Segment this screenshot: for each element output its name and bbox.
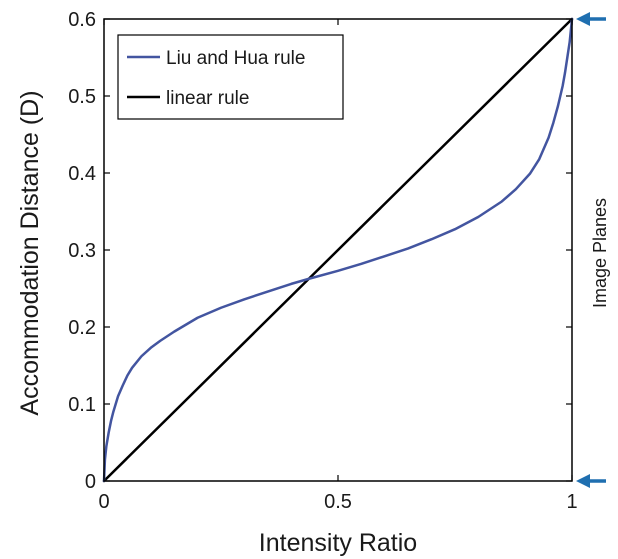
x-tick-label: 1 [566,491,577,513]
series-line-liu-hua [102,17,574,483]
y-tick-label: 0.6 [68,9,96,31]
x-tick-label: 0 [98,491,109,513]
y-tick-label: 0.5 [68,86,96,108]
y-tick-label: 0.1 [68,394,96,416]
series-layer [102,17,574,483]
image-plane-arrows [576,12,606,488]
ticks-layer: 0 0.5 1 0 0.1 0.2 0.3 0.4 0.5 0.6 [68,9,577,513]
legend-box [117,34,344,120]
image-planes-label: Image Planes [590,198,610,308]
series-line-linear [102,17,574,483]
y-tick-label: 0.4 [68,163,96,185]
legend-label-linear: linear rule [166,88,249,109]
y-tick-label: 0.2 [68,317,96,339]
y-tick-label: 0.3 [68,240,96,262]
lower-image-plane-arrow-icon [576,474,606,488]
y-tick-label: 0 [85,471,96,493]
y-axis-label: Accommodation Distance (D) [16,90,44,415]
upper-image-plane-arrow-icon [576,12,606,26]
plot-frame [103,18,573,482]
x-tick-label: 0.5 [324,491,352,513]
legend: Liu and Hua rule linear rule [117,34,344,120]
legend-label-liu-hua: Liu and Hua rule [166,48,305,69]
x-axis-label: Intensity Ratio [259,529,417,557]
